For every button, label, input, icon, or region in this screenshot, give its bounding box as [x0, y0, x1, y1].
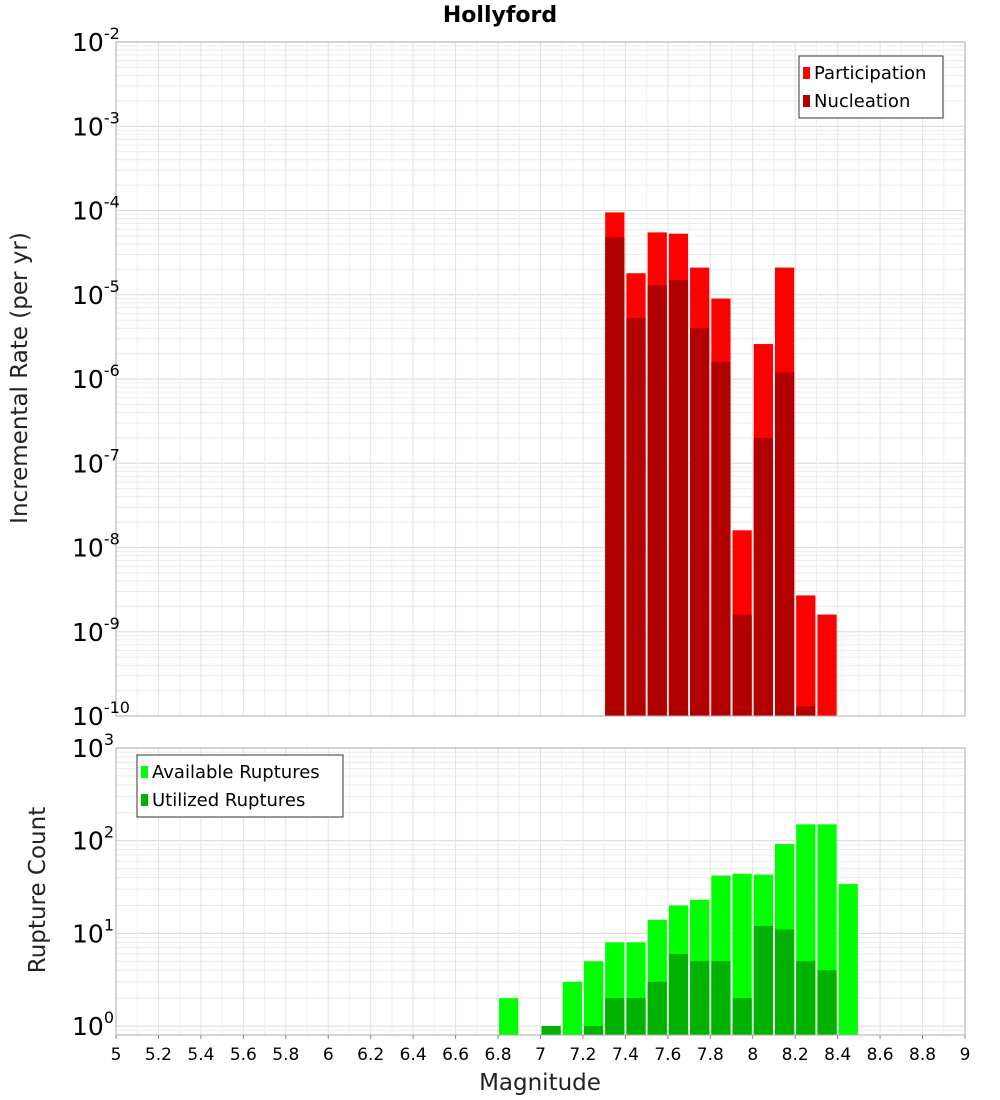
x-tick-label: 6.8 — [485, 1045, 512, 1065]
y-tick-label: 10-4 — [72, 193, 120, 226]
bar-b-8.05 — [753, 437, 773, 716]
legend-label: Utilized Ruptures — [152, 790, 305, 811]
x-tick-label: 8.2 — [782, 1045, 809, 1065]
x-tick-label: 5.6 — [230, 1045, 257, 1065]
y-tick-label: 10-3 — [72, 108, 120, 141]
plot-frame — [115, 41, 966, 717]
y-tick-label: 101 — [72, 915, 114, 948]
legend-box — [136, 754, 344, 818]
x-tick-label: 6.2 — [357, 1045, 384, 1065]
bar-b-8.25 — [796, 706, 816, 716]
y-tick-label: 100 — [72, 1008, 114, 1041]
x-tick-label: 8.6 — [867, 1045, 894, 1065]
x-axis-label: Magnitude — [479, 1070, 601, 1096]
bar-b-7.45 — [626, 998, 646, 1035]
y-tick-label: 10-8 — [72, 530, 120, 563]
bar-b-7.45 — [626, 317, 646, 716]
x-tick-label: 6.6 — [442, 1045, 469, 1065]
legend: Participation Nucleation — [798, 55, 944, 119]
bar-a-7.25 — [583, 961, 604, 1035]
bar-b-7.75 — [690, 328, 710, 716]
top-y-axis-label: Incremental Rate (per yr) — [7, 232, 33, 524]
bar-b-7.35 — [605, 237, 625, 717]
bar-b-7.75 — [690, 961, 710, 1035]
x-tick-label: 8 — [747, 1045, 758, 1065]
y-tick-label: 10-5 — [72, 277, 120, 310]
bar-b-8.15 — [774, 372, 795, 716]
bar-b-7.05 — [541, 1026, 561, 1035]
x-tick-label: 7.6 — [654, 1045, 681, 1065]
x-tick-label: 5.8 — [272, 1045, 299, 1065]
panel-2: 100 101 102 103 5 5.2 5.4 5.6 5.8 6 6.2 6.4 6.6 6.8 7 7… — [72, 730, 970, 1065]
x-tick-label: 6 — [323, 1045, 334, 1065]
y-tick-label: 10-6 — [72, 361, 120, 394]
bar-b-8.15 — [774, 929, 795, 1035]
bar-b-7.85 — [711, 961, 731, 1035]
x-tick-label: 7.4 — [612, 1045, 639, 1065]
bar-b-7.55 — [647, 285, 667, 716]
x-tick-label: 7 — [535, 1045, 546, 1065]
legend-label: Nucleation — [814, 91, 910, 112]
x-tick-label: 7.8 — [697, 1045, 724, 1065]
bar-a-8.25 — [796, 595, 816, 716]
chart-title: Hollyford — [443, 3, 557, 28]
bar-b-7.35 — [605, 998, 625, 1035]
bar-b-8.05 — [753, 926, 773, 1035]
bar-b-7.85 — [711, 361, 731, 716]
legend-label: Available Ruptures — [152, 762, 320, 783]
y-tick-label: 10-10 — [72, 698, 130, 731]
legend-label: Participation — [814, 63, 926, 84]
bar-a-8.45 — [838, 884, 858, 1035]
legend: Available Ruptures Utilized Ruptures — [136, 754, 344, 818]
bar-b-7.25 — [583, 1026, 604, 1035]
x-tick-label: 6.4 — [400, 1045, 427, 1065]
legend-swatch — [141, 766, 148, 778]
bar-b-8.25 — [796, 961, 816, 1035]
bar-a-7.15 — [562, 981, 582, 1035]
y-tick-label: 10-9 — [72, 614, 120, 647]
x-tick-label: 5.4 — [187, 1045, 214, 1065]
bottom-y-axis-label: Rupture Count — [25, 807, 51, 973]
bar-b-7.65 — [668, 953, 689, 1035]
x-tick-label: 9 — [960, 1045, 971, 1065]
bar-a-8.35 — [817, 614, 837, 716]
x-tick-label: 7.2 — [569, 1045, 596, 1065]
legend-swatch — [141, 794, 148, 806]
legend-box — [798, 55, 944, 119]
bar-a-7.95 — [732, 873, 752, 1035]
y-tick-label: 102 — [72, 823, 114, 856]
y-tick-label: 10-7 — [72, 445, 120, 478]
y-tick-label: 10-2 — [72, 24, 120, 57]
x-tick-label: 8.4 — [824, 1045, 851, 1065]
bar-b-7.55 — [647, 981, 667, 1035]
x-tick-label: 8.8 — [909, 1045, 936, 1065]
panel-1: 10-10 10-9 10-8 10-7 10-6 10-5 10-4 10-3 10-2 Par… — [72, 24, 966, 731]
legend-swatch — [803, 95, 810, 107]
x-tick-label: 5.2 — [145, 1045, 172, 1065]
bar-b-7.95 — [732, 614, 752, 716]
y-tick-label: 103 — [72, 730, 114, 763]
x-tick-label: 5 — [111, 1045, 122, 1065]
bar-b-7.65 — [668, 279, 689, 716]
legend-swatch — [803, 67, 810, 79]
bar-a-6.85 — [499, 998, 519, 1035]
bar-b-8.35 — [817, 970, 837, 1035]
bar-b-7.95 — [732, 998, 752, 1035]
